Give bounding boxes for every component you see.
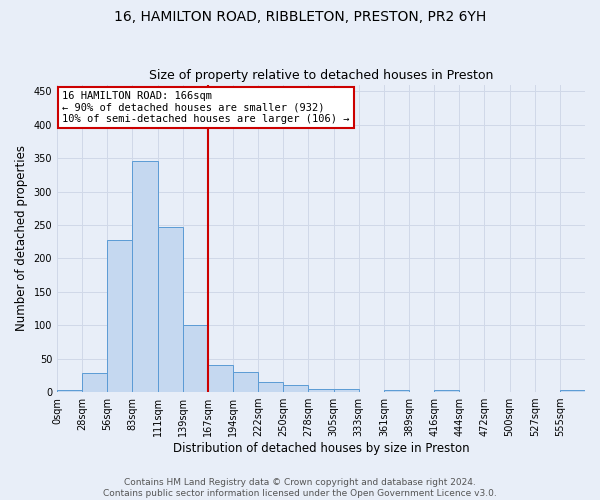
Y-axis label: Number of detached properties: Number of detached properties xyxy=(15,146,28,332)
Bar xyxy=(434,390,459,392)
Text: 16, HAMILTON ROAD, RIBBLETON, PRESTON, PR2 6YH: 16, HAMILTON ROAD, RIBBLETON, PRESTON, P… xyxy=(114,10,486,24)
Bar xyxy=(283,386,308,392)
Title: Size of property relative to detached houses in Preston: Size of property relative to detached ho… xyxy=(149,69,493,82)
Bar xyxy=(158,227,183,392)
Bar xyxy=(82,374,107,392)
Bar xyxy=(133,162,158,392)
Bar xyxy=(384,390,409,392)
Bar xyxy=(258,382,283,392)
Bar xyxy=(560,390,585,392)
Text: 16 HAMILTON ROAD: 166sqm
← 90% of detached houses are smaller (932)
10% of semi-: 16 HAMILTON ROAD: 166sqm ← 90% of detach… xyxy=(62,90,350,124)
Text: Contains HM Land Registry data © Crown copyright and database right 2024.
Contai: Contains HM Land Registry data © Crown c… xyxy=(103,478,497,498)
Bar xyxy=(334,390,359,392)
Bar xyxy=(208,364,233,392)
Bar xyxy=(183,324,208,392)
Bar xyxy=(57,390,82,392)
Bar xyxy=(308,388,334,392)
Bar xyxy=(107,240,133,392)
X-axis label: Distribution of detached houses by size in Preston: Distribution of detached houses by size … xyxy=(173,442,469,455)
Bar xyxy=(233,372,258,392)
